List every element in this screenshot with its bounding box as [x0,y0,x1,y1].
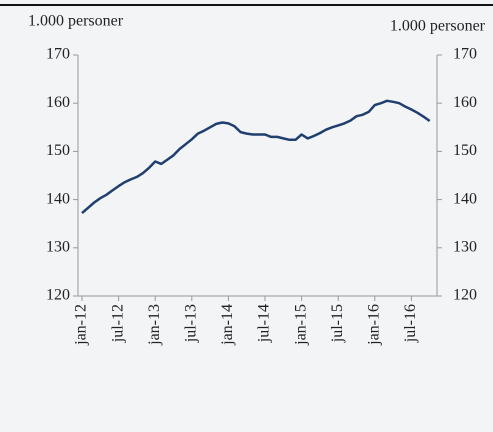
y2-tick-label: 120 [453,287,477,304]
x-tick-label: jan-14 [219,304,236,346]
x-tick-label: jan-12 [73,304,90,346]
x-tick-label: jul-16 [402,304,419,343]
y-tick-label: 160 [46,94,70,111]
line-series [81,99,431,215]
x-tick-label: jul-13 [182,304,199,343]
x-tick-label: jul-14 [256,304,273,343]
y2-tick-label: 130 [453,238,477,255]
y-axis-label: 1.000 personer [28,13,124,30]
y2-tick-label: 140 [453,190,477,207]
x-tick-label: jul-15 [329,304,346,343]
y-tick-label: 170 [46,46,70,63]
y-tick-label: 150 [46,142,70,159]
y2-tick-label: 160 [453,94,477,111]
y2-tick-label: 170 [453,46,477,63]
y-tick-label: 130 [46,238,70,255]
x-tick-label: jan-15 [292,304,309,346]
y-tick-label: 120 [46,287,70,304]
x-tick-label: jan-13 [146,304,163,346]
y2-axis-label: 1.000 personer [390,18,486,35]
y-tick-label: 140 [46,190,70,207]
x-tick-label: jan-16 [365,304,382,346]
y2-tick-label: 150 [453,142,477,159]
x-tick-label: jul-12 [109,304,126,343]
